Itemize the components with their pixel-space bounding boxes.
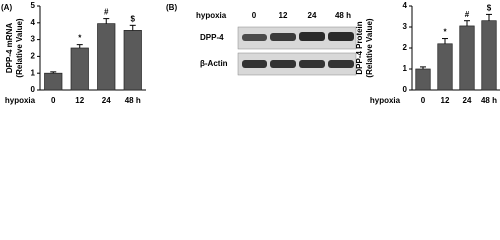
blot-lane-label: 12 xyxy=(279,11,288,20)
y-tick-label: 5 xyxy=(31,1,36,10)
y-tick-label: 4 xyxy=(31,18,36,27)
significance-mark: * xyxy=(78,34,82,43)
x-tick-label: 24 xyxy=(463,96,472,105)
y-tick-label: 1 xyxy=(31,68,36,77)
y-tick-label: 2 xyxy=(403,43,408,52)
bar xyxy=(459,25,475,91)
significance-mark: $ xyxy=(131,14,136,23)
significance-mark: * xyxy=(443,28,447,37)
x-tick-label: 0 xyxy=(51,96,56,105)
y-axis-label: DPP-4 mRNA xyxy=(5,23,14,73)
y-tick-label: 4 xyxy=(403,1,408,10)
panel-label: (A) xyxy=(1,3,12,12)
x-tick-label: 48 h xyxy=(125,96,141,105)
x-axis-label: hypoxia xyxy=(370,96,401,105)
bar xyxy=(437,43,453,91)
blot-lane-label: 24 xyxy=(308,11,317,20)
blot-row-label: hypoxia xyxy=(196,11,227,20)
bar xyxy=(415,68,431,91)
figure: (A) (B) hypoxia 0 12 24 48 h DPP-4 β-Act… xyxy=(1,1,500,105)
y-axis-label: (Relative Value) xyxy=(365,18,374,77)
x-tick-label: 12 xyxy=(75,96,84,105)
blot-band-label: DPP-4 xyxy=(200,33,224,42)
y-tick-label: 0 xyxy=(31,85,36,94)
page: (A) (B) hypoxia 0 12 24 48 h DPP-4 β-Act… xyxy=(0,0,500,110)
y-tick-label: 0 xyxy=(403,85,408,94)
bar xyxy=(44,72,63,91)
x-axis-label: hypoxia xyxy=(5,96,36,105)
bar xyxy=(97,23,116,91)
y-tick-label: 2 xyxy=(31,52,36,61)
blot-image xyxy=(237,26,357,76)
bar xyxy=(123,30,142,91)
x-tick-label: 12 xyxy=(441,96,450,105)
y-tick-label: 3 xyxy=(31,35,36,44)
bar xyxy=(481,20,497,91)
bar xyxy=(70,47,89,91)
blot-lane-label: 48 h xyxy=(335,11,351,20)
y-tick-label: 1 xyxy=(403,64,408,73)
significance-mark: # xyxy=(465,10,470,19)
significance-mark: # xyxy=(104,8,109,17)
significance-mark: $ xyxy=(487,4,492,13)
blot-lane-label: 0 xyxy=(252,11,257,20)
panel-label: (B) xyxy=(166,3,177,12)
x-tick-label: 48 h xyxy=(481,96,497,105)
blot-band-label: β-Actin xyxy=(200,59,228,68)
y-axis-label: DPP-4 Protein xyxy=(355,21,364,74)
y-axis-label: (Relative Value) xyxy=(15,18,24,77)
x-tick-label: 0 xyxy=(421,96,426,105)
x-tick-label: 24 xyxy=(102,96,111,105)
y-tick-label: 3 xyxy=(403,22,408,31)
